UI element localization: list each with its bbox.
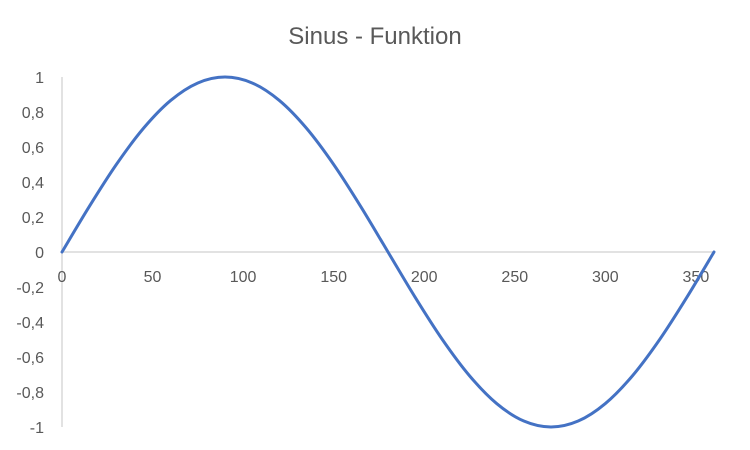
sine-series-line bbox=[60, 75, 716, 429]
y-tick-label: 0,6 bbox=[22, 140, 44, 157]
y-tick-label: 0 bbox=[35, 245, 44, 262]
y-tick-label: -0,6 bbox=[16, 350, 44, 367]
y-tick-label: 0,2 bbox=[22, 210, 44, 227]
series-group bbox=[60, 75, 716, 429]
y-tick-labels: 1 0,8 0,6 0,4 0,2 0 -0,2 -0,4 -0,6 -0,8 -1 bbox=[16, 70, 44, 437]
x-tick-labels: 0 50 100 150 200 250 300 350 bbox=[58, 269, 710, 286]
chart-title: Sinus - Funktion bbox=[288, 23, 461, 50]
x-tick-label: 50 bbox=[144, 269, 162, 286]
y-tick-label: -1 bbox=[30, 420, 44, 437]
y-tick-label: 0,4 bbox=[22, 175, 44, 192]
x-tick-label: 0 bbox=[58, 269, 67, 286]
y-tick-label: -0,4 bbox=[16, 315, 44, 332]
x-tick-label: 150 bbox=[320, 269, 347, 286]
x-tick-label: 100 bbox=[230, 269, 257, 286]
y-tick-label: -0,2 bbox=[16, 280, 44, 297]
x-tick-label: 250 bbox=[501, 269, 528, 286]
x-tick-label: 200 bbox=[411, 269, 438, 286]
y-tick-label: 0,8 bbox=[22, 105, 44, 122]
x-tick-label: 300 bbox=[592, 269, 619, 286]
y-tick-label: 1 bbox=[35, 70, 44, 87]
y-tick-label: -0,8 bbox=[16, 385, 44, 402]
